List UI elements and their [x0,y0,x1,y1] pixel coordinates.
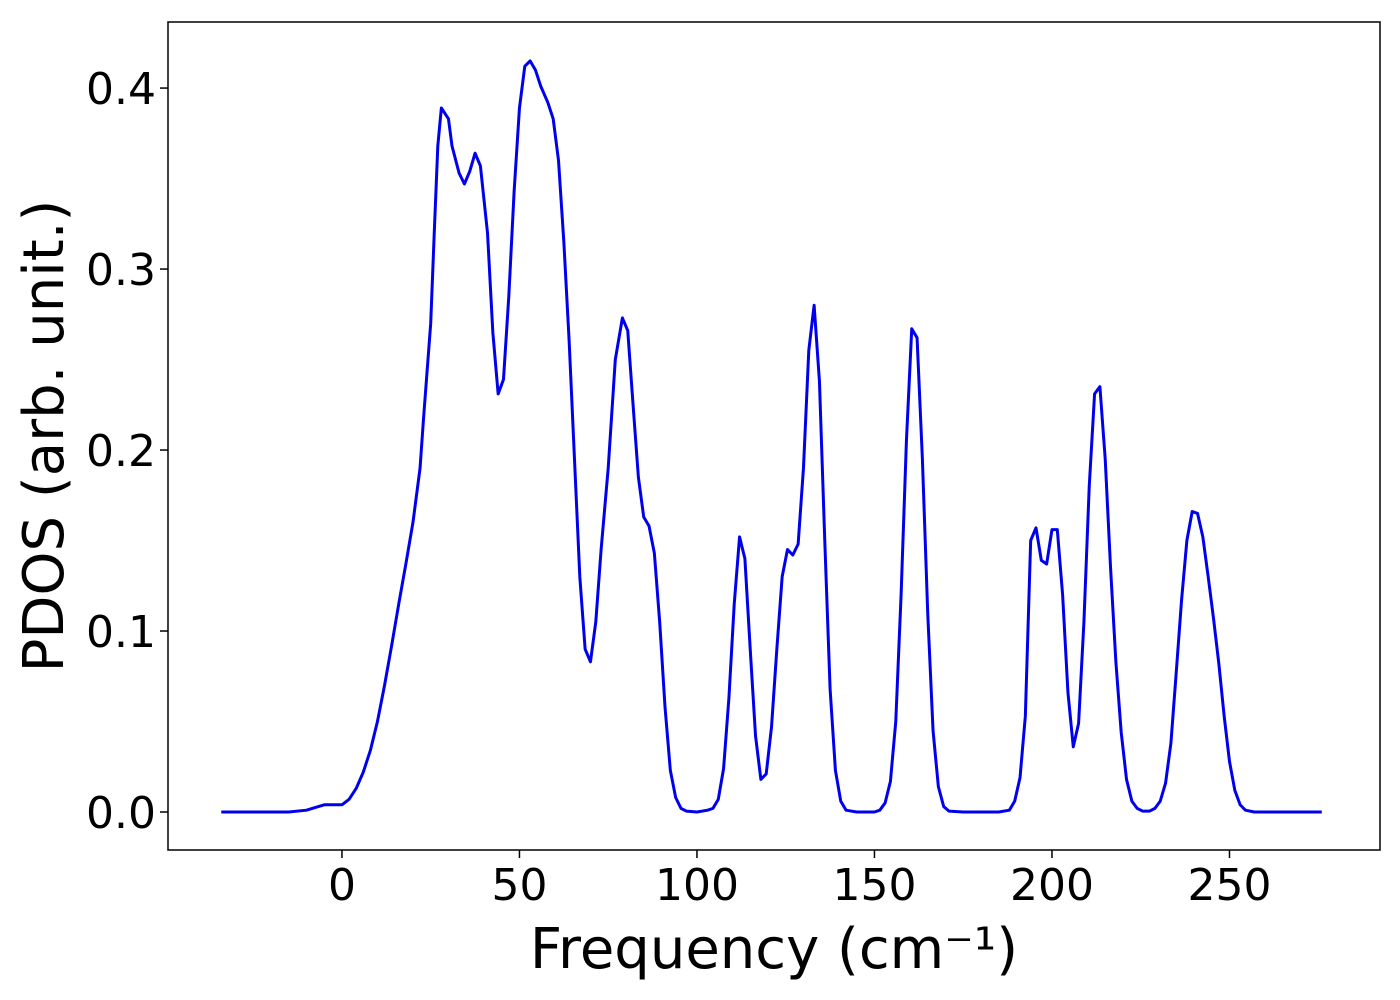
x-tick-label: 50 [491,860,547,911]
y-tick-label: 0.3 [86,245,156,296]
x-tick-label: 150 [832,860,916,911]
x-tick-label: 200 [1010,860,1094,911]
y-tick-label: 0.0 [86,788,156,839]
plot-frame [167,21,1381,851]
x-tick-label: 100 [655,860,739,911]
y-tick-label: 0.2 [86,426,156,477]
y-tick-label: 0.1 [86,607,156,658]
x-tick-label: 250 [1187,860,1271,911]
x-axis-label: Frequency (cm⁻¹) [530,917,1018,982]
line [221,59,1322,814]
x-tick-label: 0 [328,860,356,911]
y-axis-label: PDOS (arb. unit.) [12,200,77,673]
y-tick-label: 0.4 [86,64,156,115]
